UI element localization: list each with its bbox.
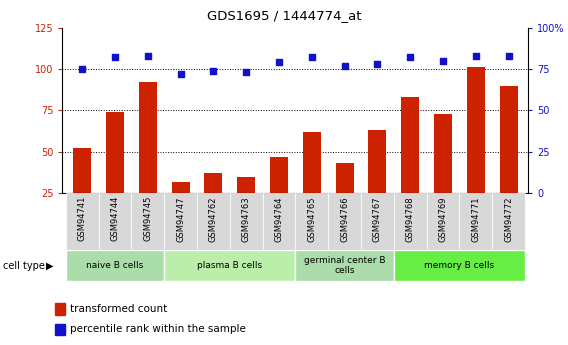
Text: naive B cells: naive B cells (86, 261, 144, 270)
Bar (197, 193, 230, 250)
Text: GSM94765: GSM94765 (307, 196, 316, 241)
Text: memory B cells: memory B cells (424, 261, 494, 270)
Text: GSM94764: GSM94764 (274, 196, 283, 241)
Text: GSM94744: GSM94744 (110, 196, 119, 241)
Point (176, 71, 185, 77)
Point (373, 61, 382, 67)
Point (406, 55, 415, 60)
Text: germinal center B
cells: germinal center B cells (304, 256, 385, 275)
Point (438, 58, 448, 63)
Point (504, 53, 513, 59)
Bar (295, 250, 394, 281)
Bar (492, 193, 525, 250)
Bar (131, 193, 164, 250)
Point (471, 53, 481, 59)
Bar (172, 181, 190, 235)
Bar (262, 193, 295, 250)
Text: GSM94772: GSM94772 (504, 196, 513, 241)
Text: GSM94768: GSM94768 (406, 196, 415, 241)
Point (241, 70, 250, 75)
Point (209, 68, 218, 73)
Bar (73, 148, 91, 235)
Bar (230, 193, 262, 250)
Text: GSM94771: GSM94771 (471, 196, 481, 241)
Bar (303, 132, 321, 235)
Point (110, 55, 119, 60)
Bar (460, 193, 492, 250)
Text: GSM94762: GSM94762 (209, 196, 218, 241)
Bar (55, 304, 65, 315)
Text: plasma B cells: plasma B cells (197, 261, 262, 270)
Point (274, 60, 283, 65)
Bar (368, 130, 386, 235)
Text: GSM94747: GSM94747 (176, 196, 185, 241)
Text: cell type: cell type (3, 261, 45, 270)
Bar (295, 193, 328, 250)
Bar (66, 250, 164, 281)
Bar (328, 193, 361, 250)
Bar (427, 193, 460, 250)
Text: transformed count: transformed count (70, 304, 168, 314)
Text: GSM94767: GSM94767 (373, 196, 382, 241)
Bar (434, 114, 452, 235)
Text: GSM94741: GSM94741 (78, 196, 87, 241)
Point (78, 66, 87, 72)
Bar (204, 173, 223, 235)
Bar (467, 67, 485, 235)
Bar (336, 164, 353, 235)
Bar (394, 250, 525, 281)
Bar (401, 97, 419, 235)
Bar (164, 250, 295, 281)
Bar (164, 193, 197, 250)
Text: GSM94763: GSM94763 (241, 196, 250, 241)
Text: GDS1695 / 1444774_at: GDS1695 / 1444774_at (207, 9, 361, 22)
Bar (361, 193, 394, 250)
Point (307, 55, 316, 60)
Bar (394, 193, 427, 250)
Text: GSM94745: GSM94745 (143, 196, 152, 241)
Bar (139, 82, 157, 235)
Bar (237, 177, 255, 235)
Bar (66, 193, 99, 250)
Bar (55, 324, 65, 335)
Text: GSM94766: GSM94766 (340, 196, 349, 241)
Bar (499, 86, 517, 235)
Point (340, 63, 349, 68)
Point (143, 53, 152, 59)
Text: percentile rank within the sample: percentile rank within the sample (70, 324, 246, 334)
Text: ▶: ▶ (46, 261, 54, 270)
Bar (106, 112, 124, 235)
Bar (270, 157, 288, 235)
Text: GSM94769: GSM94769 (438, 196, 448, 241)
Bar (99, 193, 131, 250)
